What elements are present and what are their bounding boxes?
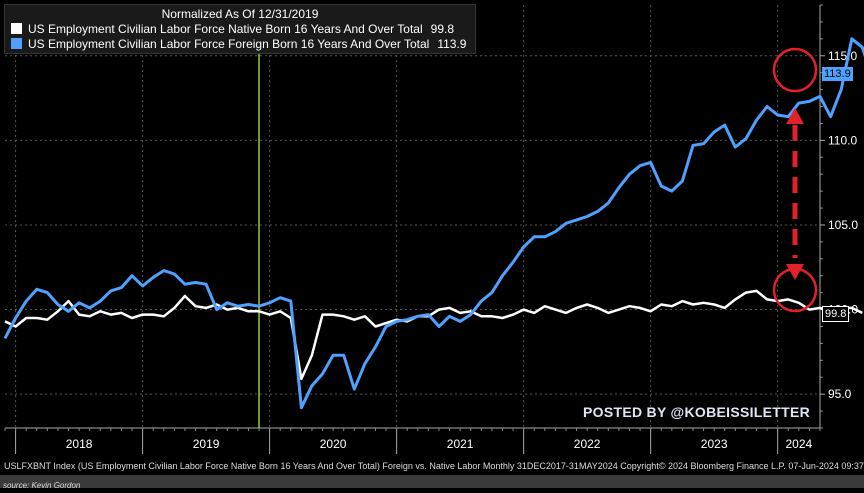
annotations <box>772 47 818 313</box>
footer-caption: USLFXBNT Index (US Employment Civilian L… <box>4 461 864 471</box>
legend: Normalized As Of 12/31/2019 US Employmen… <box>4 4 476 54</box>
chart-grid <box>5 5 820 428</box>
legend-header: Normalized As Of 12/31/2019 <box>161 7 319 21</box>
end-label-foreign: 113.9 <box>822 67 853 82</box>
series-lines <box>3 37 864 410</box>
x-tick-label: 2019 <box>193 437 220 451</box>
legend-swatch-foreign <box>11 38 22 49</box>
watermark: POSTED BY @KOBEISSILETTER <box>583 404 811 420</box>
x-tick-label: 2021 <box>447 437 474 451</box>
legend-item-foreign: US Employment Civilian Labor Force Forei… <box>11 36 475 51</box>
x-tick-label: 2020 <box>320 437 347 451</box>
x-axis: 2018 2019 2020 2021 2022 2023 2024 <box>4 427 821 454</box>
legend-label-foreign: US Employment Civilian Labor Force Forei… <box>28 36 430 51</box>
series-line-native <box>4 289 863 381</box>
annotation-arrow-head-up <box>786 108 804 124</box>
y-tick-label: 110.0 <box>828 133 857 147</box>
x-tick-label: 2023 <box>701 437 728 451</box>
source-credit: source: Kevin Gordon <box>3 481 81 490</box>
legend-item-native: US Employment Civilian Labor Force Nativ… <box>11 21 475 36</box>
annotation-circle-top <box>772 47 818 93</box>
x-tick-label: 2022 <box>574 437 601 451</box>
end-label-native: 99.8 <box>822 305 850 322</box>
legend-value-foreign: 113.9 <box>437 36 467 51</box>
x-tick-label: 2018 <box>66 437 93 451</box>
legend-value-native: 99.8 <box>430 21 454 36</box>
legend-swatch-native <box>11 23 22 34</box>
y-tick-label: 105.0 <box>828 218 858 232</box>
legend-label-native: US Employment Civilian Labor Force Nativ… <box>28 21 423 36</box>
source-bar: source: Kevin Gordon <box>0 475 864 490</box>
annotation-arrow-head-down <box>786 264 804 280</box>
y-tick-label: 95.0 <box>828 387 852 401</box>
y-tick-label: 115.0 <box>828 49 857 63</box>
series-line-foreign <box>3 37 864 410</box>
x-tick-label: 2024 <box>785 437 812 451</box>
